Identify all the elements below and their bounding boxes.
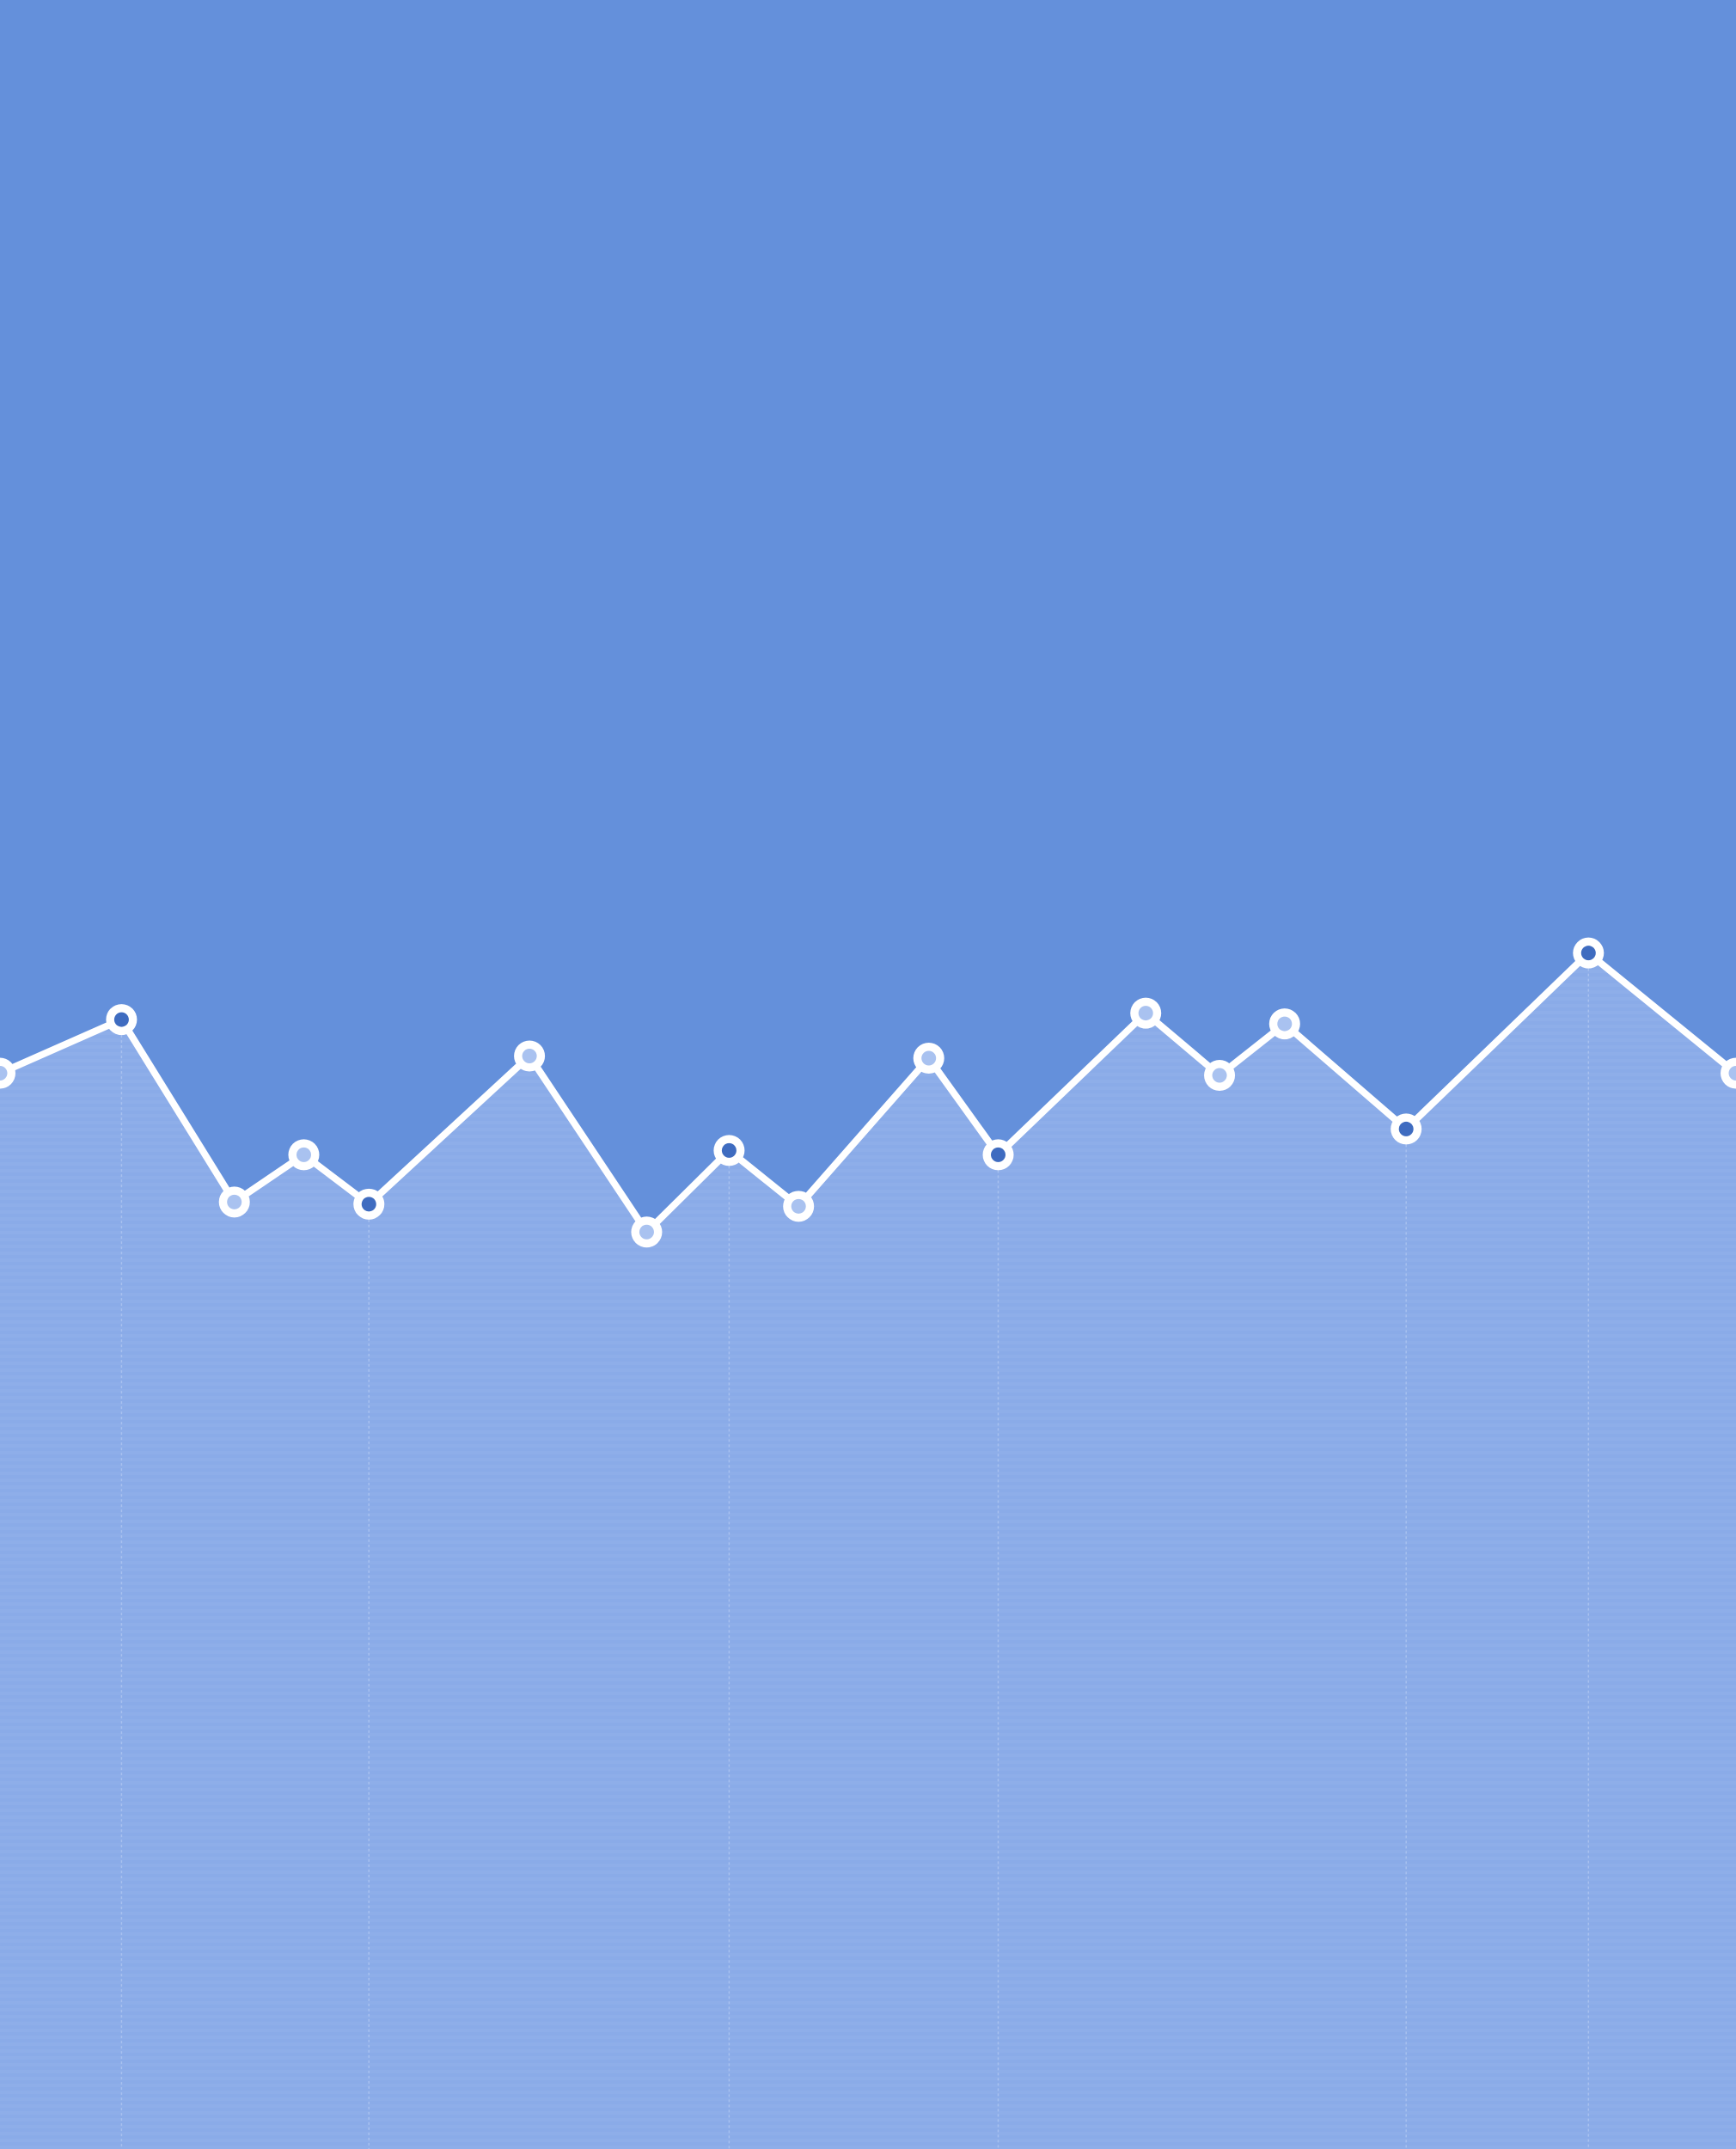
data-point-center bbox=[296, 1147, 311, 1162]
data-point-center bbox=[0, 1066, 8, 1081]
data-point-center bbox=[721, 1142, 737, 1158]
series-area-texture bbox=[0, 952, 1736, 2149]
data-point-center bbox=[1277, 1016, 1293, 1032]
data-point-center bbox=[522, 1049, 537, 1064]
data-point-center bbox=[791, 1198, 806, 1214]
data-point-center bbox=[1728, 1066, 1736, 1081]
data-point-center bbox=[1580, 946, 1596, 961]
data-point-center bbox=[991, 1147, 1006, 1162]
data-point-center bbox=[361, 1197, 376, 1212]
data-point-center bbox=[921, 1050, 937, 1066]
data-point-center bbox=[113, 1012, 129, 1027]
data-point-center bbox=[227, 1194, 242, 1209]
data-point-center bbox=[1138, 1006, 1153, 1021]
data-point-center bbox=[1398, 1121, 1414, 1136]
vertical-rules bbox=[120, 952, 1590, 2149]
data-point bbox=[0, 1057, 15, 1089]
data-point bbox=[1721, 1057, 1736, 1089]
data-point-center bbox=[639, 1224, 654, 1240]
data-points bbox=[0, 937, 1736, 1248]
data-point-center bbox=[1212, 1068, 1227, 1083]
